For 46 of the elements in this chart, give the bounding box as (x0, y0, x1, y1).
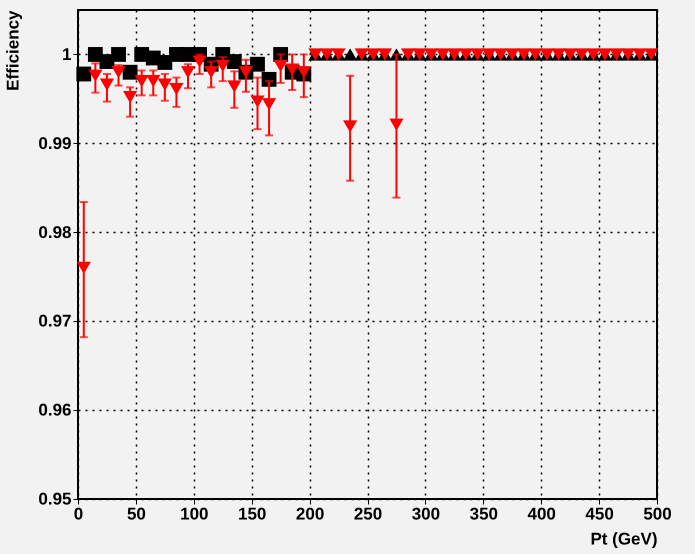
point (216, 60, 230, 72)
point (146, 75, 160, 88)
x-tick-label: 150 (238, 504, 266, 524)
point (262, 98, 276, 110)
x-tick-label: 350 (470, 504, 498, 524)
point (204, 66, 218, 78)
point (250, 56, 265, 72)
point (111, 66, 126, 78)
point (226, 54, 242, 69)
y-tick-label: 0.97 (38, 312, 72, 331)
point (389, 118, 404, 131)
point (76, 66, 92, 82)
point (76, 262, 91, 274)
x-tick-label: 450 (585, 504, 614, 524)
point (274, 60, 288, 72)
point (158, 78, 172, 91)
point (122, 64, 138, 80)
y-tick-label: 1 (62, 44, 72, 64)
point (169, 83, 184, 96)
point (123, 91, 138, 104)
point (343, 48, 358, 61)
x-tick-label: 100 (180, 504, 208, 524)
x-tick-label: 250 (354, 504, 382, 524)
point (227, 80, 242, 93)
point (285, 63, 300, 76)
point (250, 95, 265, 108)
y-tick-label: 0.98 (38, 222, 72, 242)
x-tick-label: 0 (74, 504, 84, 524)
point (88, 70, 102, 82)
x-tick-label: 200 (296, 504, 324, 524)
x-tick-label: 400 (528, 504, 556, 524)
y-tick-label: 0.99 (38, 134, 72, 153)
point (343, 120, 358, 133)
y-tick-label: 0.96 (38, 400, 72, 420)
x-tick-label: 50 (126, 504, 146, 524)
x-tick-label: 300 (412, 504, 440, 524)
point (180, 66, 196, 78)
point (100, 78, 114, 91)
point (296, 66, 311, 78)
point (111, 47, 126, 62)
x-tick-label: 500 (643, 504, 672, 524)
y-tick-label: 0.95 (38, 490, 72, 508)
point (192, 55, 207, 68)
y-axis-title: Efficiency (4, 10, 22, 91)
x-axis-title: Pt (GeV) (590, 530, 658, 548)
point (134, 75, 149, 88)
